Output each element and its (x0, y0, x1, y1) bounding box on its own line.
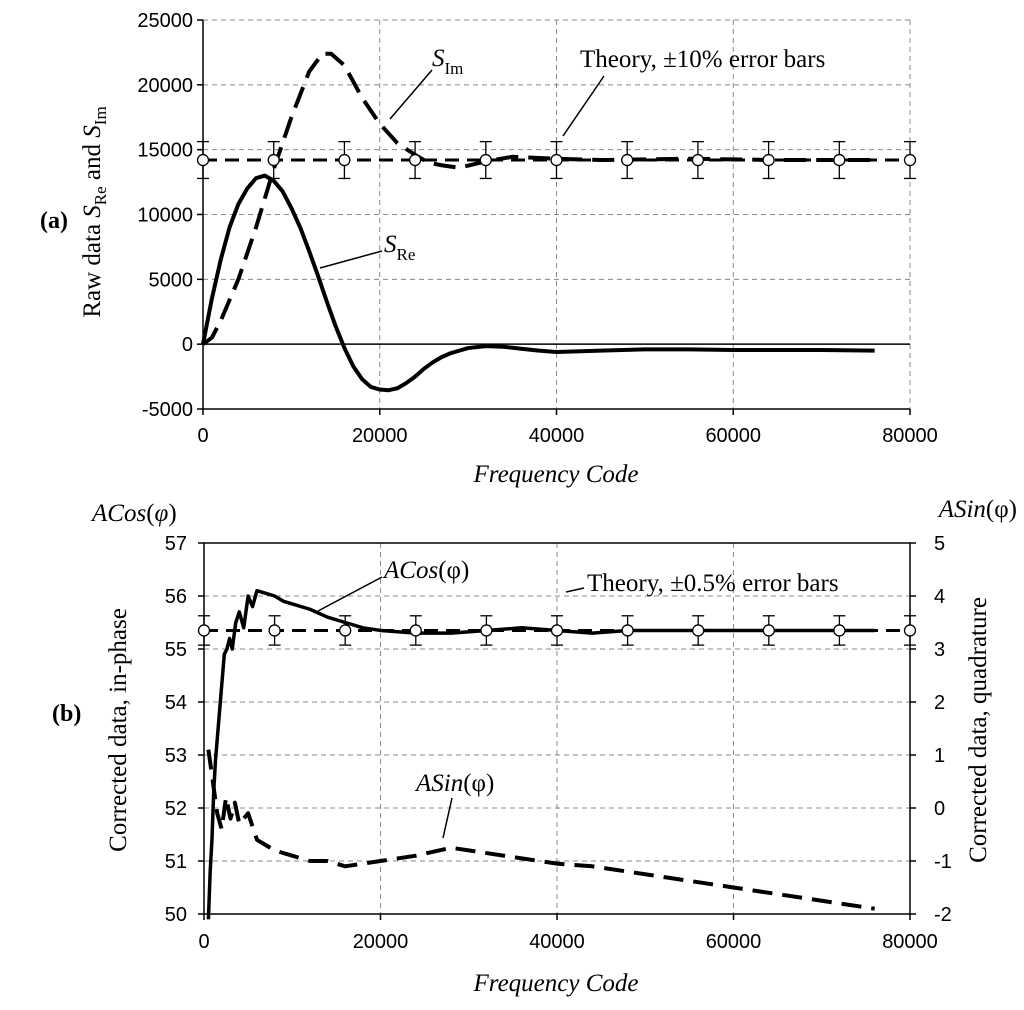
panel-b-left-tick-label: 52 (165, 798, 187, 820)
panel-a-series-s-im (201, 51, 875, 346)
panel-a-x-tick-labels: 0 20000 40000 60000 80000 (197, 409, 938, 447)
panel-a-y-tick-label: 5000 (149, 269, 194, 291)
panel-a-theory-point (691, 140, 705, 180)
panel-b-left-tick-label: 57 (165, 533, 187, 555)
annotation-s-re: SRe (384, 231, 415, 264)
panel-b-left-axis-title: ACos(φ) (90, 500, 177, 527)
panel-b-theory-point (480, 615, 493, 646)
panel-a-x-tick-label: 20000 (352, 425, 408, 447)
panel-a-y-tick-label: 20000 (137, 75, 193, 97)
annotation-theory-b-leader (565, 587, 585, 593)
annotation-asin-leader (442, 797, 453, 839)
panel-b-left-tick-label: 53 (165, 745, 187, 767)
panel-a-theory-point (408, 140, 422, 180)
annotation-asin: ASin(φ) (414, 770, 494, 797)
annotation-theory-a-leader (562, 75, 605, 137)
panel-b-right-axis-label: Corrected data, quadrature (965, 597, 992, 863)
panel-a-x-tick-label: 60000 (705, 425, 761, 447)
panel-b-right-tick-label: 1 (934, 745, 945, 767)
panel-a-theory-markers (196, 140, 917, 180)
panel-b-theory-point (268, 615, 281, 646)
panel-a-y-tick-label: 25000 (137, 10, 193, 32)
panel-b-theory-point (621, 615, 634, 646)
panel-b-x-tick-label: 40000 (529, 931, 585, 953)
panel-b-x-tick-label: 80000 (882, 931, 938, 953)
panel-b-x-tick-labels: 0 20000 40000 60000 80000 (198, 914, 938, 953)
panel-a-x-axis-label: Frequency Code (473, 461, 639, 488)
panel-a-theory-point (903, 140, 917, 180)
panel-a-theory-point (479, 140, 492, 180)
panel-b-left-tick-label: 50 (165, 904, 187, 926)
panel-b-left-axis-label: Corrected data, in-phase (105, 608, 132, 852)
panel-b-x-axis-label: Frequency Code (473, 970, 639, 997)
panel-b-right-tick-label: 4 (934, 586, 945, 608)
panel-a-y-tick-label: 0 (182, 334, 193, 356)
panel-b-right-tick-label: 5 (934, 533, 945, 555)
panel-a-label: (a) (40, 208, 68, 234)
panel-b-gridlines (204, 543, 910, 914)
annotation-acos-leader (317, 576, 383, 612)
panel-b-theory-point (833, 615, 846, 646)
panel-b-theory-markers (197, 615, 917, 646)
panel-b-left-tick-label: 51 (165, 851, 187, 873)
panel-a-theory-point (196, 140, 210, 180)
panel-b-right-tick-labels: -2 -1 0 1 2 3 4 5 (910, 533, 952, 926)
panel-a-theory-point (762, 140, 775, 180)
panel-b-right-tick-label: 3 (934, 639, 945, 661)
panel-b-right-tick-label: 2 (934, 692, 945, 714)
panel-a-theory-point (338, 140, 351, 180)
panel-b-x-tick-label: 0 (198, 931, 209, 953)
annotation-acos: ACos(φ) (382, 557, 469, 584)
panel-a-theory-point (550, 140, 563, 180)
panel-a-y-tick-label: -5000 (142, 399, 193, 421)
panel-b-theory-point (692, 615, 705, 646)
panel-b-x-tick-label: 20000 (353, 931, 409, 953)
panel-b-right-tick-label: 0 (934, 798, 945, 820)
panel-b-series-asin (206, 749, 875, 911)
panel-a-series-s-re (201, 173, 875, 393)
panel-b-right-axis-title: ASin(φ) (937, 496, 1017, 523)
panel-b-left-tick-label: 54 (165, 692, 187, 714)
panel-a-x-tick-label: 0 (197, 425, 208, 447)
annotation-s-re-leader (319, 250, 383, 269)
panel-b-left-tick-label: 55 (165, 639, 187, 661)
panel-b-label: (b) (52, 701, 81, 727)
panel-b-x-tick-label: 60000 (706, 931, 762, 953)
panel-a-x-tick-label: 80000 (882, 425, 938, 447)
panel-b-theory-point (903, 615, 917, 646)
panel-b-left-tick-labels: 50 51 52 53 54 55 56 57 (165, 533, 204, 926)
panel-b-theory-point (550, 615, 564, 646)
panel-a-theory-point (267, 140, 280, 180)
panel-b-theory-point (197, 615, 211, 646)
panel-a-x-tick-label: 40000 (529, 425, 585, 447)
panel-b-theory-point (762, 615, 775, 646)
panel-a: 0 20000 40000 60000 80000 -50000500010000150… (40, 10, 938, 488)
panel-a-y-tick-label: 10000 (137, 205, 193, 227)
panel-b-left-tick-label: 56 (165, 586, 187, 608)
panel-b-right-tick-label: -2 (934, 904, 952, 926)
panel-b-theory-point (409, 615, 422, 646)
panel-a-theory-point (833, 140, 846, 180)
panel-a-y-tick-label: 15000 (137, 140, 193, 162)
annotation-s-im-leader (389, 69, 433, 120)
panel-b-theory-point (339, 615, 352, 646)
panel-a-y-axis-label: Raw data SRe and SIm (79, 106, 110, 317)
panel-b-right-tick-label: -1 (934, 851, 952, 873)
panel-a-theory-point (621, 140, 634, 180)
panel-a-y-tick-labels: -5000 0 5000 10000 15000 20000 25000 (137, 10, 203, 421)
annotation-theory-a: Theory, ±10% error bars (580, 46, 825, 73)
annotation-s-im: SIm (432, 45, 463, 78)
annotation-theory-b: Theory, ±0.5% error bars (587, 570, 839, 597)
